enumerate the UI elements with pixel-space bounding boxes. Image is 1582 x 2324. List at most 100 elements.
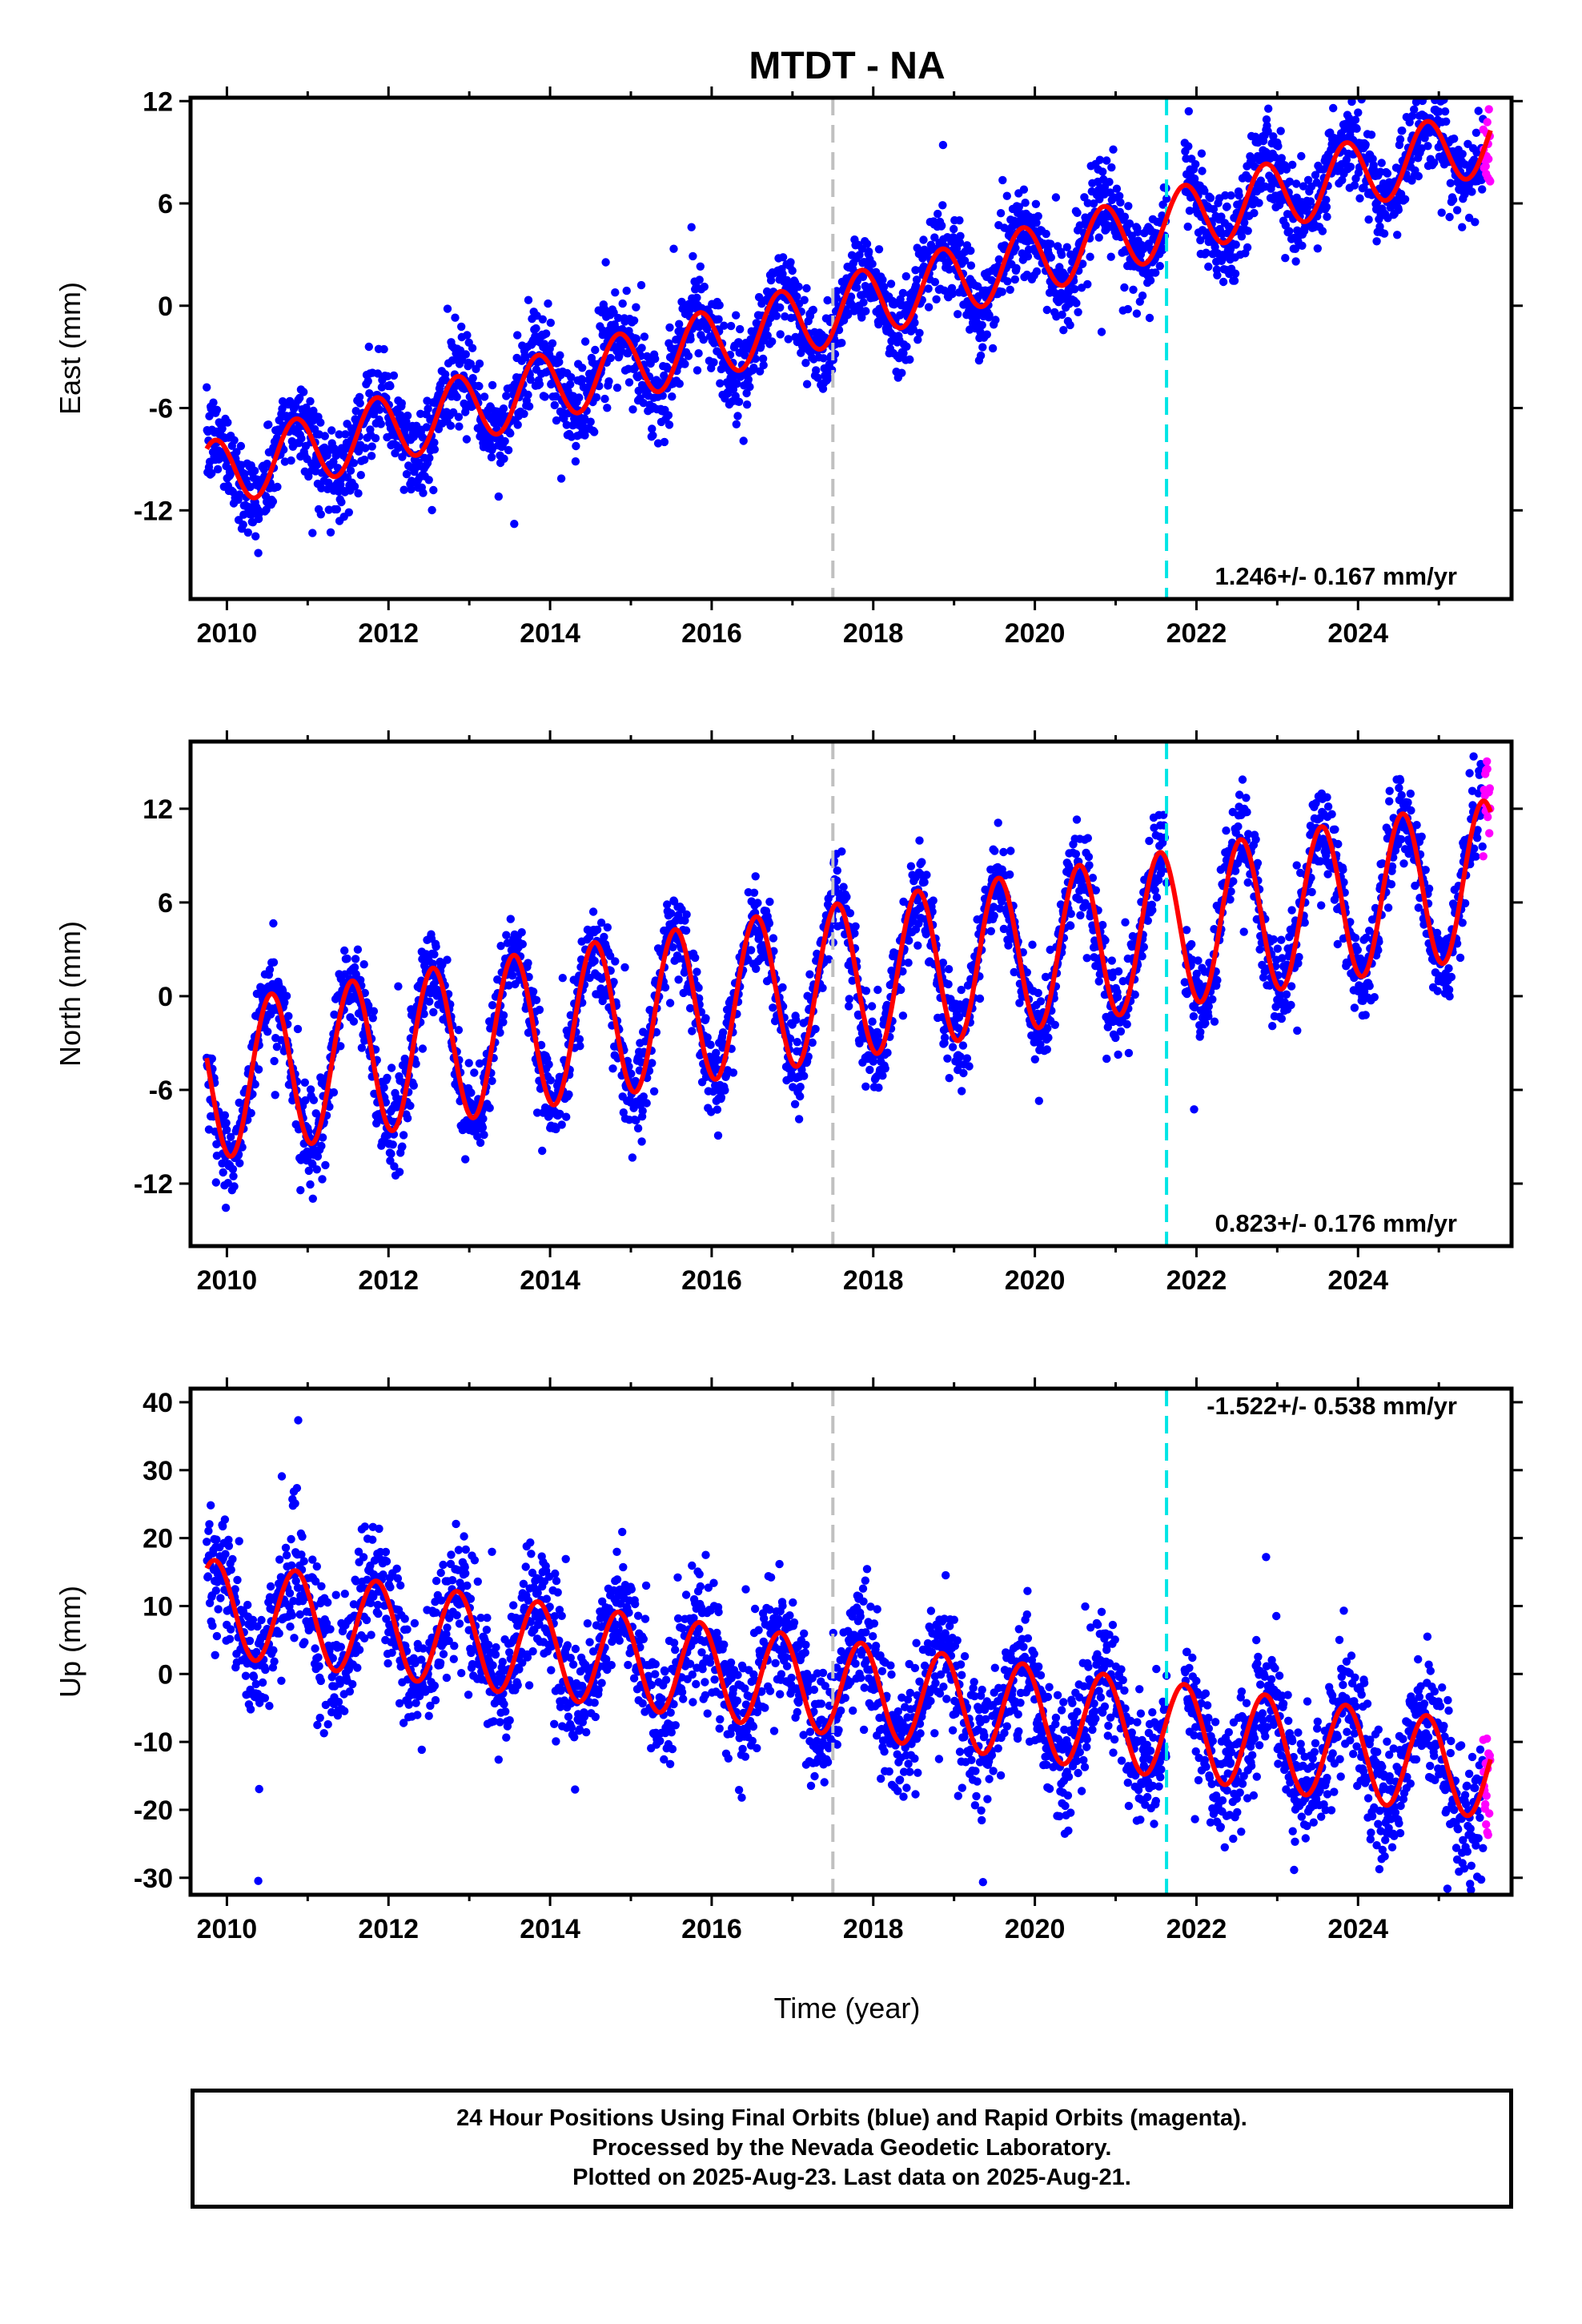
final-orbit-point (419, 489, 428, 497)
final-orbit-point (578, 364, 587, 372)
final-orbit-point (998, 175, 1007, 185)
final-orbit-point (1318, 227, 1327, 235)
final-orbit-point (611, 957, 620, 966)
final-orbit-point (759, 360, 768, 370)
final-orbit-point (535, 380, 544, 388)
final-orbit-point (1428, 70, 1436, 78)
final-orbit-point (454, 412, 464, 421)
final-orbit-point (746, 946, 756, 955)
final-orbit-point (1354, 108, 1363, 117)
final-orbit-point (1051, 193, 1061, 202)
final-orbit-point (464, 1059, 473, 1068)
final-orbit-point (344, 508, 353, 517)
final-orbit-point (1105, 178, 1114, 187)
final-orbit-point (861, 1082, 870, 1092)
final-orbit-point (496, 1028, 504, 1037)
final-orbit-point (756, 367, 765, 376)
final-orbit-point (793, 292, 801, 301)
final-orbit-point (637, 1137, 646, 1146)
final-orbit-point (812, 366, 821, 375)
final-orbit-point (470, 1068, 479, 1077)
final-orbit-point (975, 994, 985, 1003)
final-orbit-point (1217, 212, 1226, 221)
final-orbit-point (461, 350, 470, 359)
final-orbit-point (555, 357, 564, 367)
final-orbit-point (879, 283, 889, 292)
final-orbit-point (321, 1160, 330, 1170)
final-orbit-point (538, 1146, 547, 1156)
final-orbit-point (878, 275, 887, 284)
final-orbit-point (1213, 271, 1222, 279)
final-orbit-point (1204, 262, 1213, 271)
x-tick-label: 2024 (1327, 618, 1388, 649)
final-orbit-point (269, 958, 279, 967)
final-orbit-point (400, 485, 408, 494)
final-orbit-point (874, 1084, 883, 1092)
final-orbit-point (250, 466, 259, 476)
final-orbit-point (1155, 262, 1165, 271)
final-orbit-point (365, 389, 374, 398)
final-orbit-point (938, 221, 946, 230)
final-orbit-point (733, 412, 742, 420)
final-orbit-point (1072, 815, 1082, 824)
final-orbit-point (833, 287, 841, 296)
final-orbit-point (524, 390, 532, 400)
final-orbit-point (1073, 208, 1082, 217)
final-orbit-point (778, 269, 787, 279)
final-orbit-point (768, 337, 777, 346)
final-orbit-point (506, 429, 515, 438)
final-orbit-point (1086, 252, 1094, 261)
final-orbit-point (1083, 834, 1093, 842)
final-orbit-point (769, 934, 778, 943)
final-orbit-point (1146, 276, 1155, 285)
final-orbit-point (837, 339, 846, 348)
final-orbit-point (966, 246, 975, 255)
final-orbit-point (418, 433, 428, 442)
y-tick-label: 12 (143, 86, 173, 117)
panel-east: 2010 2012 2014 2016 2018 2020 2022 2024-12-6061… (54, 70, 1523, 649)
final-orbit-point (355, 399, 364, 408)
final-orbit-point (239, 521, 247, 529)
final-orbit-point (1124, 1048, 1134, 1058)
y-axis-label: East (mm) (54, 282, 86, 415)
final-orbit-point (818, 983, 827, 993)
final-orbit-point (451, 313, 460, 322)
final-orbit-point (982, 330, 992, 339)
final-orbit-point (1116, 1027, 1126, 1036)
final-orbit-point (387, 1149, 396, 1158)
final-orbit-point (1458, 150, 1467, 159)
final-orbit-point (954, 310, 962, 319)
final-orbit-point (778, 983, 787, 992)
final-orbit-point (1111, 1033, 1120, 1043)
final-orbit-point (1303, 175, 1313, 184)
final-orbit-point (463, 331, 472, 340)
final-orbit-point (811, 1024, 820, 1034)
final-orbit-point (243, 528, 252, 537)
final-orbit-point (566, 380, 575, 389)
final-orbit-point (693, 293, 701, 302)
final-orbit-point (618, 299, 627, 308)
final-orbit-point (998, 287, 1006, 296)
final-orbit-point (1342, 84, 1350, 92)
final-orbit-point (355, 392, 364, 401)
final-orbit-point (1071, 850, 1081, 858)
final-orbit-point (316, 510, 325, 519)
final-orbit-point (1244, 174, 1253, 183)
final-orbit-point (661, 983, 670, 992)
final-orbit-point (586, 417, 595, 426)
final-orbit-point (867, 1002, 877, 1011)
final-orbit-point (909, 325, 917, 334)
final-orbit-point (455, 422, 464, 431)
final-orbit-point (726, 321, 736, 331)
final-orbit-point (640, 332, 649, 341)
final-orbit-point (361, 444, 370, 452)
final-orbit-point (744, 375, 753, 384)
final-orbit-point (504, 445, 513, 455)
final-orbit-point (542, 329, 551, 338)
final-orbit-point (809, 305, 817, 315)
final-orbit-point (268, 497, 278, 506)
final-orbit-point (446, 421, 456, 430)
final-orbit-point (994, 818, 1002, 827)
final-orbit-point (950, 224, 958, 234)
final-orbit-point (1446, 179, 1456, 187)
